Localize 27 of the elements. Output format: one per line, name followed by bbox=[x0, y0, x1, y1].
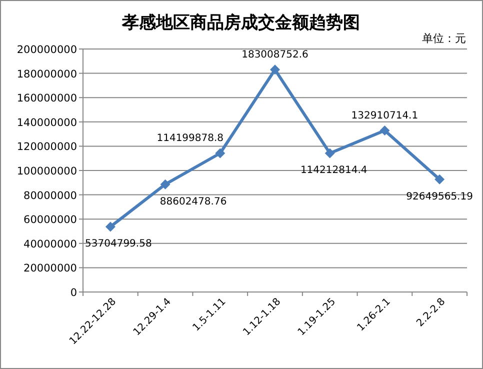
y-tick-label: 60000000 bbox=[24, 214, 77, 226]
y-tick-label: 180000000 bbox=[16, 68, 77, 80]
y-tick-label: 80000000 bbox=[24, 190, 77, 202]
data-label: 183008752.6 bbox=[242, 50, 308, 61]
y-tick-label: 40000000 bbox=[24, 238, 77, 250]
y-tick-label: 0 bbox=[70, 287, 77, 299]
y-tick-label: 200000000 bbox=[16, 44, 77, 56]
point bbox=[270, 64, 280, 75]
y-tick-label: 140000000 bbox=[16, 116, 77, 129]
data-label: 114199878.8 bbox=[156, 133, 224, 144]
data-label: 53704799.58 bbox=[85, 238, 152, 250]
y-tick-label: 100000000 bbox=[16, 166, 77, 178]
point bbox=[380, 126, 390, 136]
data-label: 88602478.76 bbox=[160, 196, 227, 208]
data-label: 92649565.19 bbox=[406, 191, 473, 202]
data-label: 114212814.4 bbox=[300, 165, 368, 176]
point bbox=[105, 222, 116, 232]
point bbox=[434, 174, 445, 184]
y-tick-label: 120000000 bbox=[16, 141, 77, 154]
data-label: 132910714.1 bbox=[351, 110, 418, 122]
point bbox=[215, 148, 226, 158]
point bbox=[324, 148, 335, 158]
chart-title: 孝感地区商品房成交金额趋势图 bbox=[121, 13, 360, 33]
text: 单位：元 bbox=[422, 32, 466, 45]
y-tick-label: 20000000 bbox=[24, 262, 77, 275]
point bbox=[160, 179, 170, 190]
y-tick-label: 160000000 bbox=[16, 92, 77, 105]
